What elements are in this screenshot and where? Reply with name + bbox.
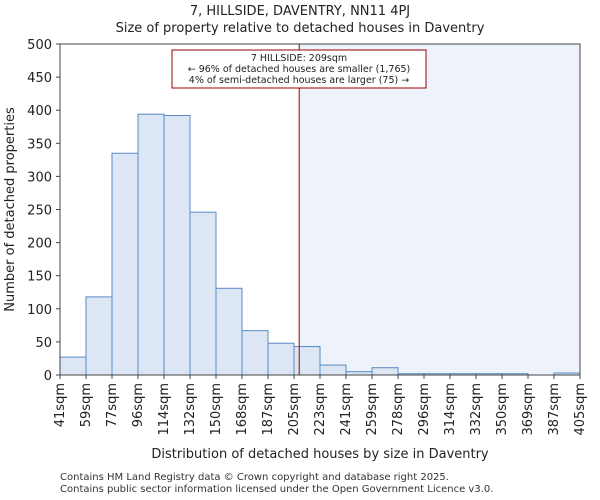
- x-tick-label: 278sqm: [391, 383, 406, 436]
- y-tick-label: 450: [27, 71, 52, 86]
- x-tick-label: 369sqm: [521, 383, 536, 436]
- x-tick-label: 241sqm: [339, 383, 354, 436]
- bar-77sqm: [111, 152, 139, 376]
- bar-150sqm: [215, 287, 243, 376]
- x-tick-label: 114sqm: [157, 383, 172, 436]
- x-axis-label: Distribution of detached houses by size …: [151, 447, 489, 462]
- bar-168sqm: [241, 330, 269, 376]
- x-tick-label: 77sqm: [105, 383, 120, 427]
- chart-subtitle: Size of property relative to detached ho…: [115, 21, 485, 36]
- annotation-box: 7 HILLSIDE: 209sqm ← 96% of detached hou…: [171, 49, 427, 89]
- x-tick-label: 223sqm: [313, 383, 328, 436]
- x-tick-label: 350sqm: [495, 383, 510, 436]
- x-tick-label: 132sqm: [183, 383, 198, 436]
- x-tick-label: 314sqm: [443, 383, 458, 436]
- y-tick-label: 400: [27, 104, 52, 119]
- bar-205sqm: [293, 346, 321, 376]
- y-tick-label: 500: [27, 38, 52, 53]
- y-tick-label: 200: [27, 237, 52, 252]
- bar-96sqm: [137, 113, 165, 376]
- bar-41sqm: [59, 356, 87, 376]
- bar-223sqm: [319, 364, 347, 376]
- y-tick-label: 50: [35, 336, 52, 351]
- y-tick-label: 0: [44, 369, 52, 384]
- x-tick-label: 205sqm: [287, 383, 302, 436]
- bar-59sqm: [85, 296, 113, 376]
- bar-187sqm: [267, 342, 295, 376]
- x-tick-label: 41sqm: [53, 383, 68, 427]
- chart-title: 7, HILLSIDE, DAVENTRY, NN11 4PJ: [189, 4, 411, 19]
- annotation-line-3: 4% of semi-detached houses are larger (7…: [189, 75, 409, 86]
- x-tick-label: 259sqm: [365, 383, 380, 436]
- highlight-region: [299, 44, 580, 375]
- annotation-line-1: 7 HILLSIDE: 209sqm: [251, 53, 347, 64]
- x-tick-label: 150sqm: [209, 383, 224, 436]
- x-tick-label: 405sqm: [573, 383, 588, 436]
- footer-line-2: Contains public sector information licen…: [60, 484, 494, 495]
- footer-line-1: Contains HM Land Registry data © Crown c…: [60, 472, 449, 483]
- x-tick-label: 387sqm: [547, 383, 562, 436]
- bar-259sqm: [371, 367, 399, 376]
- x-tick-label: 96sqm: [131, 383, 146, 427]
- y-tick-label: 150: [27, 270, 52, 285]
- bar-114sqm: [163, 114, 191, 376]
- bar-132sqm: [189, 211, 217, 376]
- x-tick-label: 168sqm: [235, 383, 250, 436]
- x-tick-label: 59sqm: [79, 383, 94, 427]
- y-tick-label: 100: [27, 303, 52, 318]
- y-axis-label: Number of detached properties: [3, 107, 18, 312]
- y-tick-label: 250: [27, 204, 52, 219]
- y-tick-label: 350: [27, 137, 52, 152]
- x-tick-label: 332sqm: [469, 383, 484, 436]
- y-tick-label: 300: [27, 170, 52, 185]
- annotation-line-2: ← 96% of detached houses are smaller (1,…: [188, 64, 411, 75]
- x-tick-label: 187sqm: [261, 383, 276, 436]
- x-tick-label: 296sqm: [417, 383, 432, 436]
